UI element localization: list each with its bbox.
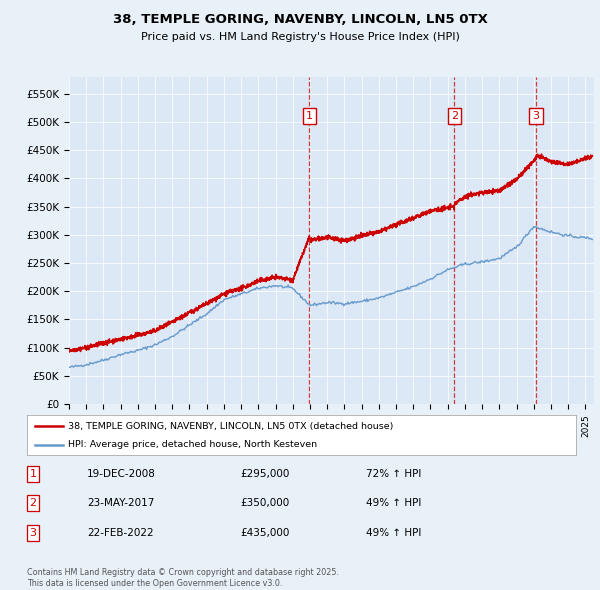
Text: 3: 3	[29, 528, 37, 537]
Text: £350,000: £350,000	[240, 499, 289, 508]
Text: 49% ↑ HPI: 49% ↑ HPI	[366, 499, 421, 508]
Text: 38, TEMPLE GORING, NAVENBY, LINCOLN, LN5 0TX (detached house): 38, TEMPLE GORING, NAVENBY, LINCOLN, LN5…	[68, 422, 394, 431]
Text: £295,000: £295,000	[240, 469, 289, 478]
Text: 38, TEMPLE GORING, NAVENBY, LINCOLN, LN5 0TX: 38, TEMPLE GORING, NAVENBY, LINCOLN, LN5…	[113, 13, 487, 26]
Text: 3: 3	[532, 112, 539, 121]
Text: Contains HM Land Registry data © Crown copyright and database right 2025.
This d: Contains HM Land Registry data © Crown c…	[27, 568, 339, 588]
Text: 2: 2	[451, 112, 458, 121]
Text: 19-DEC-2008: 19-DEC-2008	[87, 469, 156, 478]
Text: 1: 1	[306, 112, 313, 121]
Text: £435,000: £435,000	[240, 528, 289, 537]
Text: HPI: Average price, detached house, North Kesteven: HPI: Average price, detached house, Nort…	[68, 440, 317, 449]
Text: 1: 1	[29, 469, 37, 478]
Text: 23-MAY-2017: 23-MAY-2017	[87, 499, 154, 508]
Text: 72% ↑ HPI: 72% ↑ HPI	[366, 469, 421, 478]
Text: 22-FEB-2022: 22-FEB-2022	[87, 528, 154, 537]
Text: Price paid vs. HM Land Registry's House Price Index (HPI): Price paid vs. HM Land Registry's House …	[140, 32, 460, 42]
Text: 2: 2	[29, 499, 37, 508]
Text: 49% ↑ HPI: 49% ↑ HPI	[366, 528, 421, 537]
